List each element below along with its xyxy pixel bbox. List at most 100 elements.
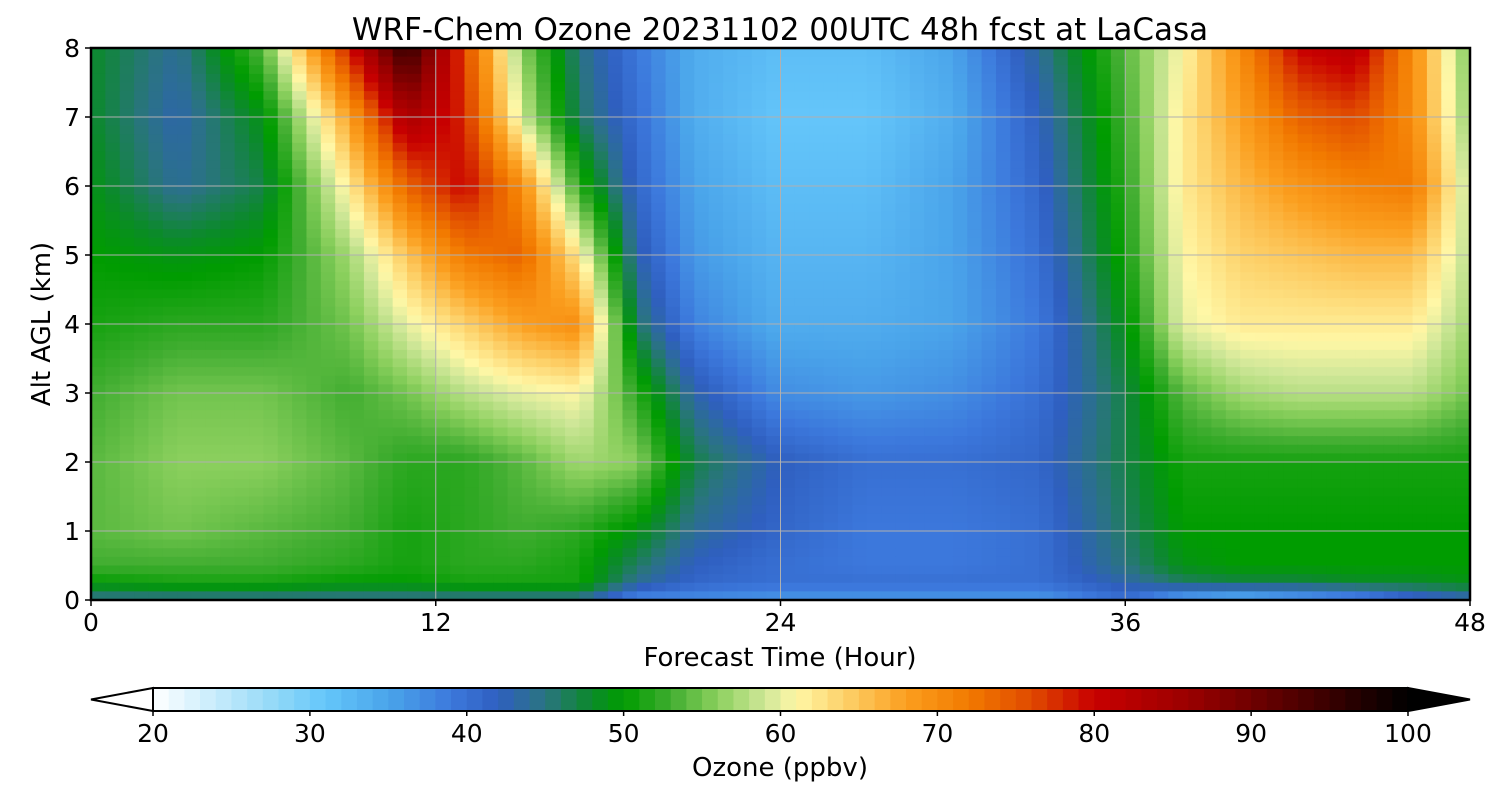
- ozone-cell: [837, 142, 854, 153]
- ozone-cell: [119, 298, 135, 308]
- ozone-cell: [837, 453, 854, 463]
- ozone-cell: [1153, 418, 1170, 429]
- ozone-cell: [1110, 324, 1126, 334]
- ozone-cell: [1139, 73, 1155, 84]
- ozone-cell: [1139, 462, 1155, 472]
- ozone-cell: [809, 462, 825, 472]
- ozone-cell: [450, 427, 466, 437]
- ozone-cell: [1426, 427, 1442, 437]
- ozone-cell: [1182, 298, 1198, 308]
- ozone-cell: [1024, 134, 1040, 144]
- ozone-cell: [751, 186, 767, 196]
- ozone-cell: [565, 73, 581, 84]
- ozone-cell: [378, 82, 394, 92]
- ozone-cell: [1355, 246, 1371, 256]
- ozone-cell: [205, 263, 221, 273]
- ozone-cell: [924, 125, 940, 135]
- ozone-cell: [1441, 462, 1457, 472]
- ozone-cell: [895, 384, 911, 394]
- ozone-cell: [1096, 436, 1112, 446]
- ozone-cell: [91, 306, 107, 317]
- ozone-cell: [550, 255, 566, 265]
- ozone-cell: [435, 186, 451, 196]
- ozone-cell: [234, 324, 250, 334]
- ozone-cell: [679, 470, 696, 480]
- ozone-cell: [1283, 229, 1299, 239]
- ozone-cell: [1297, 160, 1313, 170]
- ozone-cell: [1412, 56, 1428, 66]
- ozone-cell: [1096, 444, 1112, 455]
- ozone-cell: [1168, 142, 1184, 153]
- ozone-cell: [981, 384, 997, 394]
- ozone-cell: [895, 349, 911, 360]
- ozone-cell: [478, 272, 494, 282]
- ozone-cell: [1455, 444, 1471, 455]
- ozone-cell: [220, 349, 236, 360]
- ozone-cell: [1383, 358, 1399, 368]
- ozone-cell: [392, 436, 408, 446]
- ozone-cell: [1297, 462, 1313, 472]
- ozone-cell: [507, 367, 523, 377]
- ozone-cell: [1283, 332, 1299, 342]
- ozone-cell: [162, 384, 178, 394]
- ozone-cell: [967, 168, 983, 179]
- ozone-cell: [708, 246, 724, 256]
- ozone-cell: [1024, 237, 1040, 248]
- ozone-cell: [1268, 418, 1284, 429]
- ozone-cell: [1412, 263, 1428, 273]
- ozone-cell: [1355, 168, 1371, 179]
- ozone-cell: [1211, 229, 1227, 239]
- ozone-cell: [435, 367, 451, 377]
- ozone-cell: [1182, 375, 1198, 386]
- ozone-cell: [723, 462, 739, 472]
- ozone-cell: [1340, 82, 1356, 92]
- ozone-cell: [1412, 358, 1428, 368]
- ozone-cell: [837, 108, 854, 118]
- ozone-cell: [421, 177, 437, 187]
- ozone-cell: [1225, 91, 1241, 101]
- ozone-cell: [421, 384, 437, 394]
- ozone-cell: [881, 56, 897, 66]
- ozone-cell: [881, 306, 897, 317]
- ozone-cell: [421, 263, 437, 273]
- ozone-cell: [938, 306, 954, 317]
- ozone-cell: [550, 108, 566, 118]
- ozone-cell: [550, 211, 566, 222]
- ozone-cell: [1283, 220, 1299, 230]
- ozone-cell: [1383, 177, 1399, 187]
- ozone-cell: [881, 99, 897, 110]
- ozone-cell: [1340, 280, 1356, 291]
- ozone-cell: [234, 177, 250, 187]
- ozone-cell: [1067, 341, 1083, 351]
- ozone-cell: [766, 298, 782, 308]
- ozone-cell: [1010, 117, 1026, 127]
- ozone-cell: [1441, 125, 1457, 135]
- ozone-cell: [1268, 151, 1284, 161]
- ozone-cell: [694, 168, 710, 179]
- ozone-cell: [909, 375, 925, 386]
- ozone-cell: [866, 393, 882, 403]
- ozone-cell: [636, 410, 652, 420]
- ozone-cell: [952, 462, 968, 472]
- ozone-cell: [1125, 470, 1141, 480]
- ozone-cell: [105, 436, 121, 446]
- ozone-cell: [1369, 444, 1385, 455]
- ozone-cell: [1125, 186, 1141, 196]
- ozone-cell: [981, 108, 997, 118]
- ozone-cell: [1110, 375, 1126, 386]
- ozone-cell: [306, 82, 322, 92]
- ozone-cell: [435, 332, 451, 342]
- ozone-cell: [766, 194, 782, 204]
- ozone-cell: [407, 48, 423, 58]
- ozone-cell: [1311, 186, 1328, 196]
- ozone-cell: [1125, 358, 1141, 368]
- ozone-cell: [1326, 470, 1342, 480]
- ozone-cell: [1340, 263, 1356, 273]
- ozone-cell: [1369, 194, 1385, 204]
- ozone-cell: [924, 418, 940, 429]
- ozone-cell: [148, 125, 164, 135]
- ozone-cell: [407, 255, 423, 265]
- ozone-cell: [665, 263, 681, 273]
- ozone-cell: [335, 125, 351, 135]
- ozone-cell: [435, 82, 451, 92]
